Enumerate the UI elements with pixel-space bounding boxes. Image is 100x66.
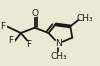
Text: N: N [55, 39, 62, 48]
Text: CH₃: CH₃ [76, 14, 93, 23]
Text: O: O [31, 9, 38, 18]
Ellipse shape [25, 42, 32, 48]
Ellipse shape [55, 40, 62, 47]
Ellipse shape [31, 10, 38, 16]
Text: CH₃: CH₃ [50, 52, 67, 61]
Text: F: F [0, 22, 6, 31]
Ellipse shape [7, 38, 14, 44]
Ellipse shape [80, 15, 90, 22]
Ellipse shape [54, 53, 63, 59]
Ellipse shape [0, 23, 6, 30]
Text: F: F [26, 40, 31, 49]
Text: F: F [8, 36, 14, 45]
